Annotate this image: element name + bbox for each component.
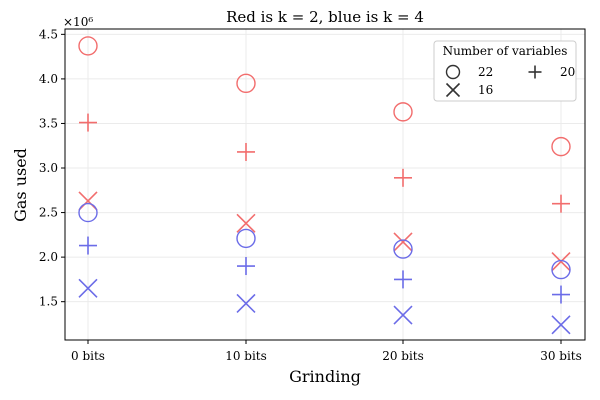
y-tick-label: 1.5 bbox=[39, 295, 58, 309]
data-point-k2-vars16-x bbox=[236, 213, 256, 233]
data-point-k2-vars20-plus bbox=[552, 194, 570, 213]
data-point-k4-vars16-x bbox=[236, 293, 256, 314]
chart-title: Red is k = 2, blue is k = 4 bbox=[226, 8, 424, 26]
legend-label: 16 bbox=[478, 83, 493, 97]
data-point-k2-vars16-x bbox=[393, 232, 413, 252]
legend-label: 20 bbox=[560, 65, 575, 79]
legend-label: 22 bbox=[478, 65, 493, 79]
data-point-k2-vars20-plus bbox=[237, 142, 255, 161]
data-point-k4-vars20-plus bbox=[394, 270, 412, 289]
data-point-k4-vars22-circle bbox=[78, 202, 98, 223]
data-point-k4-vars16-x-b bbox=[236, 293, 256, 314]
y-tick-label: 2.0 bbox=[39, 250, 58, 264]
data-point-k4-vars16-x-b bbox=[393, 305, 413, 325]
legend-entries: 22 16 20 bbox=[445, 64, 575, 98]
legend-marker-x bbox=[445, 82, 461, 98]
x-tick-label: 0 bits bbox=[71, 349, 105, 363]
data-point-k4-vars22-circle bbox=[393, 239, 413, 259]
x-axis-label: Grinding bbox=[289, 367, 361, 386]
data-point-k2-vars22-circle bbox=[551, 136, 571, 157]
plot-frame bbox=[64, 28, 586, 341]
data-point-k2-vars22-circle bbox=[393, 102, 413, 122]
data-marks bbox=[78, 36, 571, 335]
data-point-k2-vars16-x-b bbox=[551, 252, 571, 272]
y-axis: 1.5 2.0 2.5 3.0 3.5 4.0 4.5 bbox=[39, 27, 65, 309]
data-point-k2-vars16-x-b bbox=[393, 232, 413, 252]
y-tick-label: 2.5 bbox=[39, 206, 58, 220]
data-point-k4-vars20-plus bbox=[552, 285, 570, 304]
data-point-k2-vars16-x-b bbox=[78, 191, 98, 211]
data-point-k2-vars16-x bbox=[551, 252, 571, 272]
data-point-k2-vars16-x bbox=[78, 191, 98, 211]
data-point-k4-vars20-plus bbox=[79, 236, 97, 255]
x-axis: 0 bits 10 bits 20 bits 30 bits bbox=[71, 340, 582, 363]
x-tick-label: 30 bits bbox=[540, 349, 582, 363]
data-point-k4-vars22-circle bbox=[236, 228, 256, 249]
y-tick-label: 3.5 bbox=[39, 116, 58, 130]
legend-box bbox=[433, 40, 577, 102]
data-point-k2-vars16-x-b bbox=[236, 213, 256, 233]
y-tick-label: 4.5 bbox=[39, 27, 58, 41]
data-point-k4-vars20-plus bbox=[237, 257, 255, 276]
y-tick-label: 3.0 bbox=[39, 161, 58, 175]
data-point-k4-vars16-x-b bbox=[551, 315, 571, 335]
legend-marker-x-b bbox=[445, 82, 461, 98]
data-point-k2-vars22-circle bbox=[236, 73, 256, 94]
x-tick-label: 20 bits bbox=[382, 349, 424, 363]
data-point-k4-vars16-x bbox=[393, 305, 413, 325]
data-point-k4-vars16-x-b bbox=[78, 278, 98, 298]
legend: Number of variables 22 16 20 bbox=[433, 40, 577, 102]
data-point-k2-vars22-circle bbox=[78, 36, 98, 56]
legend-marker-plus bbox=[528, 65, 542, 79]
y-axis-label: Gas used bbox=[11, 148, 30, 222]
data-point-k4-vars16-x bbox=[78, 278, 98, 298]
data-point-k2-vars20-plus bbox=[394, 168, 412, 187]
legend-marker-circle bbox=[445, 64, 461, 80]
data-point-k4-vars16-x bbox=[551, 315, 571, 335]
x-tick-label: 10 bits bbox=[225, 349, 267, 363]
y-axis-multiplier: ×10⁶ bbox=[63, 15, 93, 29]
data-point-k2-vars20-plus bbox=[79, 113, 97, 132]
legend-title: Number of variables bbox=[443, 44, 568, 58]
y-tick-label: 4.0 bbox=[39, 72, 58, 86]
data-point-k4-vars22-circle bbox=[551, 259, 571, 280]
